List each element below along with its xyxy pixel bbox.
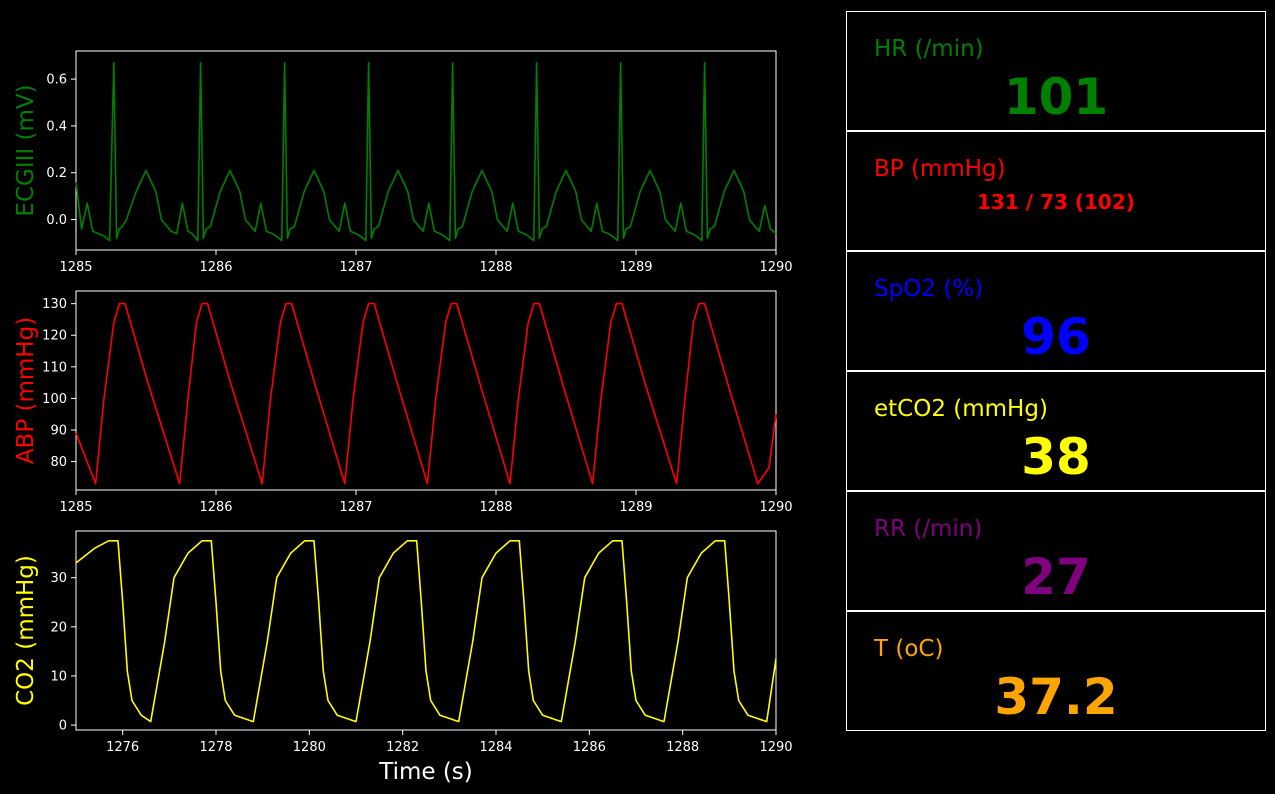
ecg-ylabel: ECGIII (mV) (13, 84, 39, 216)
ecg-ytick-label: 0.6 (46, 73, 67, 88)
ecg-series-line (75, 61, 777, 242)
waveform-plots: 1285 1286 1287 1288 1289 1290 0.0 0.2 0.4 0.6 ECGI… (13, 50, 793, 785)
abp-axes-frame (75, 290, 777, 491)
ecg-ytick-label: 0.4 (46, 119, 67, 134)
co2-ytick-label: 10 (50, 669, 67, 684)
ecg-axes-frame (75, 50, 777, 251)
co2-axes-frame (75, 530, 777, 731)
ecg-ytick-label: 0.2 (46, 166, 67, 181)
co2-xtick-label: 1290 (759, 740, 792, 755)
co2-xtick-label: 1280 (293, 740, 326, 755)
abp-xtick-label: 1287 (339, 500, 372, 515)
abp-xtick-label: 1289 (619, 500, 652, 515)
spo2-value: 96 (1021, 308, 1091, 366)
spo2-panel: SpO2 (%) 96 (846, 251, 1266, 371)
co2-xlabel: Time (s) (378, 759, 473, 785)
abp-ytick-label: 110 (42, 360, 67, 375)
co2-ylabel: CO2 (mmHg) (13, 555, 39, 706)
temp-label: T (oC) (874, 636, 944, 662)
co2-xtick-label: 1286 (573, 740, 606, 755)
ecg-xtick-label: 1286 (199, 260, 232, 275)
abp-series-line (75, 302, 777, 485)
abp-ytick-label: 100 (42, 392, 67, 407)
etco2-label: etCO2 (mmHg) (874, 396, 1048, 422)
spo2-label: SpO2 (%) (874, 276, 984, 302)
abp-ytick-label: 90 (50, 423, 67, 438)
hr-label: HR (/min) (874, 36, 984, 62)
abp-ytick-label: 80 (50, 455, 67, 470)
abp-ylabel: ABP (mmHg) (13, 317, 39, 464)
hr-panel: HR (/min) 101 (846, 11, 1266, 131)
ecg-ytick-label: 0.0 (46, 213, 67, 228)
etco2-panel: etCO2 (mmHg) 38 (846, 371, 1266, 491)
abp-xtick-label: 1288 (479, 500, 512, 515)
etco2-value: 38 (1021, 428, 1091, 486)
co2-xtick-label: 1278 (199, 740, 232, 755)
rr-value: 27 (1021, 548, 1091, 606)
co2-ytick-label: 0 (59, 719, 67, 734)
co2-xtick-label: 1284 (479, 740, 512, 755)
co2-ytick-label: 20 (50, 620, 67, 635)
abp-xtick-label: 1286 (199, 500, 232, 515)
ecg-xtick-label: 1290 (759, 260, 792, 275)
temp-value: 37.2 (994, 668, 1118, 726)
co2-xtick-label: 1276 (106, 740, 139, 755)
abp-xtick-label: 1290 (759, 500, 792, 515)
hr-value: 101 (1003, 68, 1109, 126)
rr-panel: RR (/min) 27 (846, 491, 1266, 611)
ecg-xtick-label: 1287 (339, 260, 372, 275)
co2-xtick-label: 1282 (386, 740, 419, 755)
co2-xtick-label: 1288 (666, 740, 699, 755)
abp-xtick-label: 1285 (59, 500, 92, 515)
rr-label: RR (/min) (874, 516, 983, 542)
ecg-xtick-label: 1288 (479, 260, 512, 275)
ecg-xtick-label: 1289 (619, 260, 652, 275)
co2-series-line (75, 539, 777, 723)
bp-panel: BP (mmHg) 131 / 73 (102) (846, 131, 1266, 251)
bp-value: 131 / 73 (102) (977, 190, 1135, 214)
abp-ytick-label: 120 (42, 329, 67, 344)
co2-ytick-label: 30 (50, 571, 67, 586)
abp-ytick-label: 130 (42, 297, 67, 312)
bp-label: BP (mmHg) (874, 156, 1006, 182)
ecg-xtick-label: 1285 (59, 260, 92, 275)
temp-panel: T (oC) 37.2 (846, 611, 1266, 731)
